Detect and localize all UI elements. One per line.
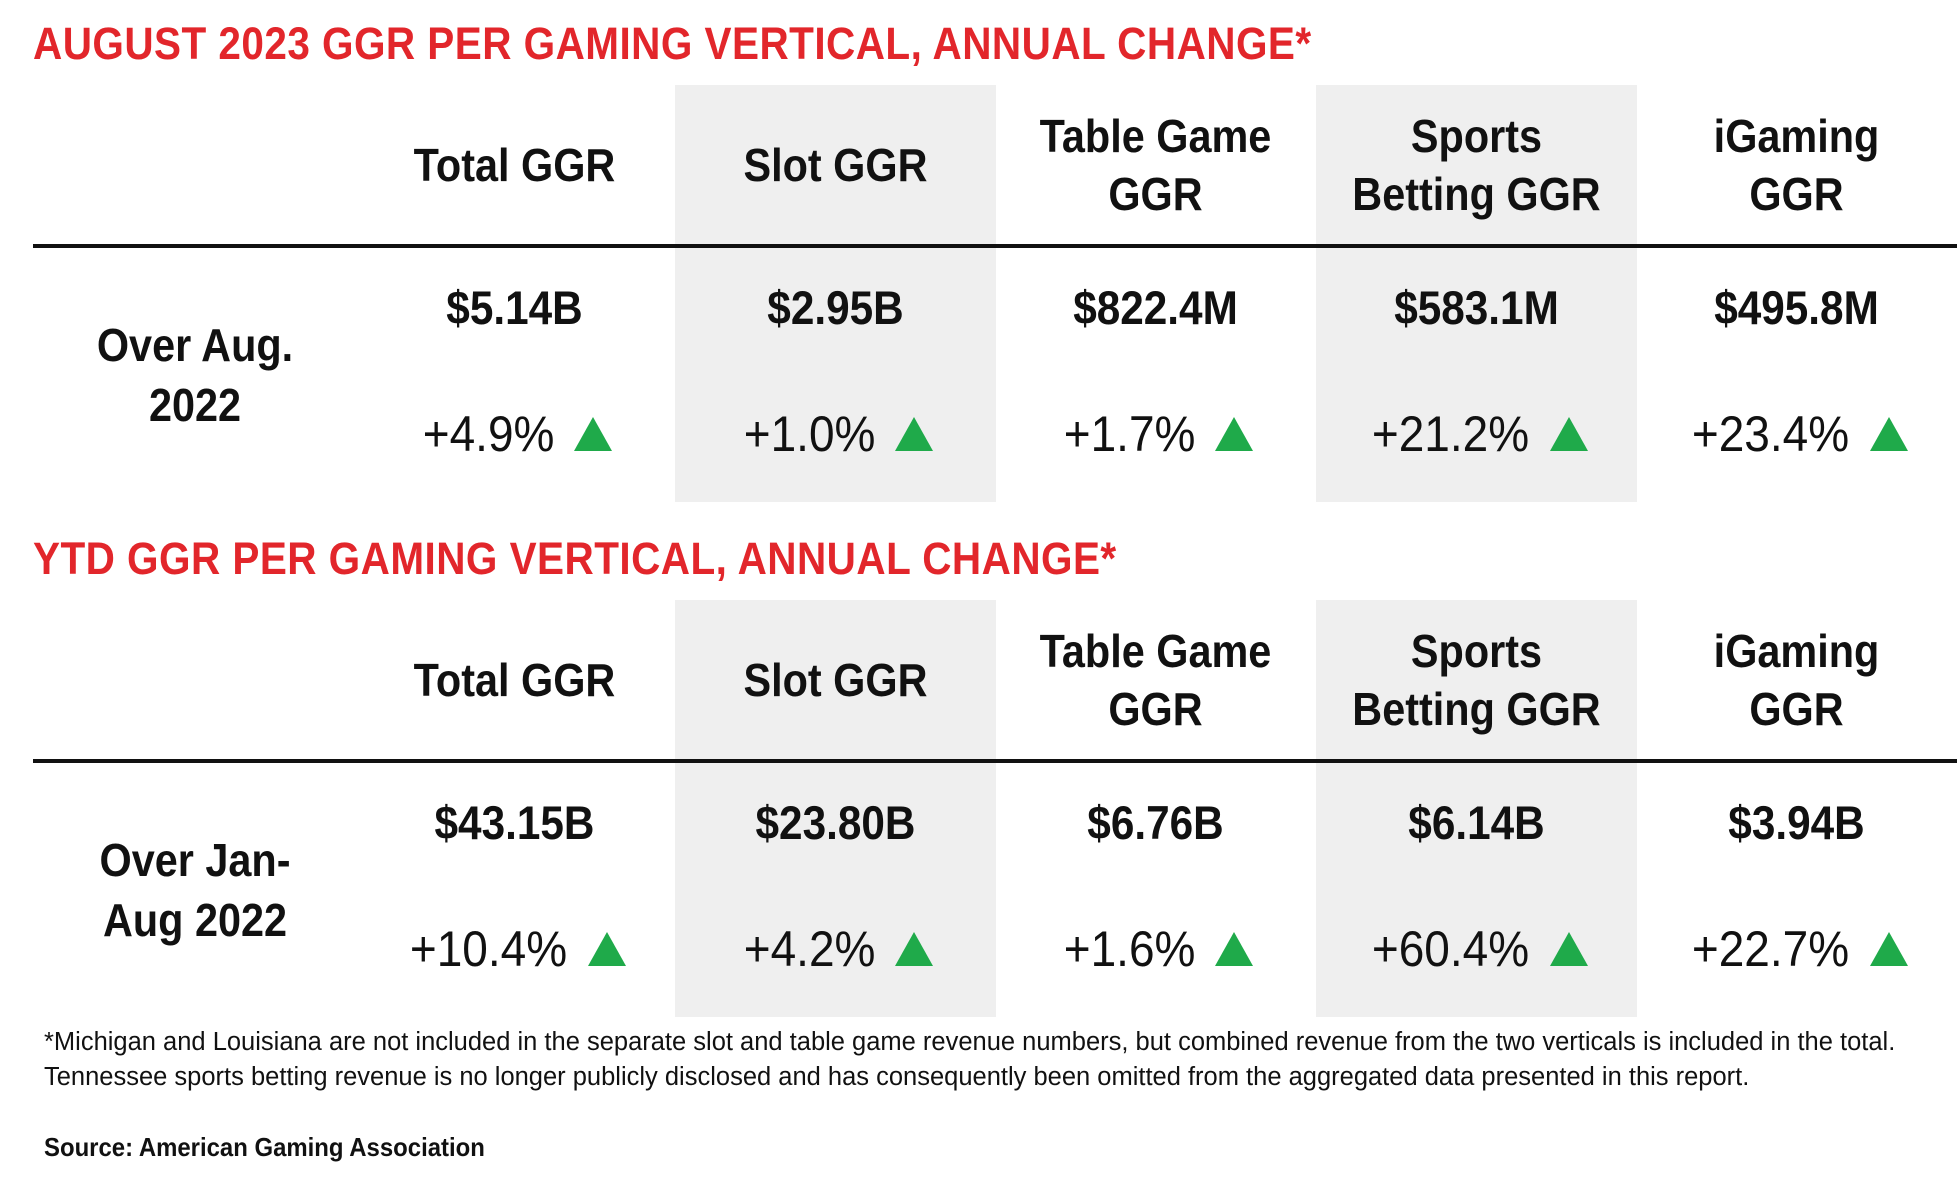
shaded-column-slot <box>675 85 996 502</box>
change-sports-betting: +21.2% <box>1316 405 1637 463</box>
ytd-title: YTD GGR PER GAMING VERTICAL, ANNUAL CHAN… <box>33 533 1117 584</box>
shaded-column-slot <box>675 600 996 1017</box>
change-table-game: +1.7% <box>995 405 1316 463</box>
change-table-game-value: +1.6% <box>1063 921 1196 977</box>
column-header-sports-betting: Sports Betting GGR <box>1352 110 1601 220</box>
change-slot-value: +4.2% <box>743 921 876 977</box>
change-sports-betting-value: +60.4% <box>1371 921 1530 977</box>
value-igaming: $3.94B <box>1728 796 1865 849</box>
up-triangle-icon <box>1215 417 1254 451</box>
value-slot: $23.80B <box>755 796 916 849</box>
value-table-game: $6.76B <box>1087 796 1224 849</box>
change-total-value: +4.9% <box>422 406 555 462</box>
change-table-game: +1.6% <box>995 920 1316 978</box>
up-triangle-icon <box>1215 932 1254 966</box>
column-header-sports-betting: Sports Betting GGR <box>1352 625 1601 735</box>
up-triangle-icon <box>1549 417 1588 451</box>
change-slot: +4.2% <box>675 920 996 978</box>
change-slot-value: +1.0% <box>743 406 876 462</box>
up-triangle-icon <box>1549 932 1588 966</box>
column-header-table-game: Table Game GGR <box>1039 625 1272 735</box>
column-header-slot: Slot GGR <box>743 654 928 706</box>
value-sports-betting: $583.1M <box>1394 281 1559 334</box>
column-header-total: Total GGR <box>413 139 616 191</box>
up-triangle-icon <box>895 932 934 966</box>
header-divider <box>33 244 1957 248</box>
column-header-igaming: iGaming GGR <box>1713 110 1880 220</box>
up-triangle-icon <box>574 417 613 451</box>
column-header-total: Total GGR <box>413 654 616 706</box>
change-sports-betting-value: +21.2% <box>1371 406 1530 462</box>
change-sports-betting: +60.4% <box>1316 920 1637 978</box>
source-credit: Source: American Gaming Association <box>44 1132 485 1162</box>
up-triangle-icon <box>587 932 626 966</box>
value-sports-betting: $6.14B <box>1408 796 1545 849</box>
value-total: $5.14B <box>446 281 583 334</box>
change-igaming-value: +23.4% <box>1691 406 1850 462</box>
value-slot: $2.95B <box>767 281 904 334</box>
change-igaming: +22.7% <box>1636 920 1957 978</box>
column-header-slot: Slot GGR <box>743 139 928 191</box>
change-igaming: +23.4% <box>1636 405 1957 463</box>
change-total: +10.4% <box>354 920 675 978</box>
change-igaming-value: +22.7% <box>1691 921 1850 977</box>
change-total: +4.9% <box>354 405 675 463</box>
value-total: $43.15B <box>434 796 595 849</box>
change-total-value: +10.4% <box>409 921 568 977</box>
change-slot: +1.0% <box>675 405 996 463</box>
footnote: *Michigan and Louisiana are not included… <box>44 1028 1896 1091</box>
row-label: Over Aug. 2022 <box>96 319 294 431</box>
change-table-game-value: +1.7% <box>1063 406 1196 462</box>
up-triangle-icon <box>1869 932 1908 966</box>
header-divider <box>33 759 1957 763</box>
value-table-game: $822.4M <box>1073 281 1238 334</box>
column-header-igaming: iGaming GGR <box>1713 625 1880 735</box>
row-label: Over Jan- Aug 2022 <box>99 834 291 946</box>
value-igaming: $495.8M <box>1714 281 1879 334</box>
august-title: AUGUST 2023 GGR PER GAMING VERTICAL, ANN… <box>33 18 1312 69</box>
up-triangle-icon <box>895 417 934 451</box>
column-header-table-game: Table Game GGR <box>1039 110 1272 220</box>
up-triangle-icon <box>1869 417 1908 451</box>
